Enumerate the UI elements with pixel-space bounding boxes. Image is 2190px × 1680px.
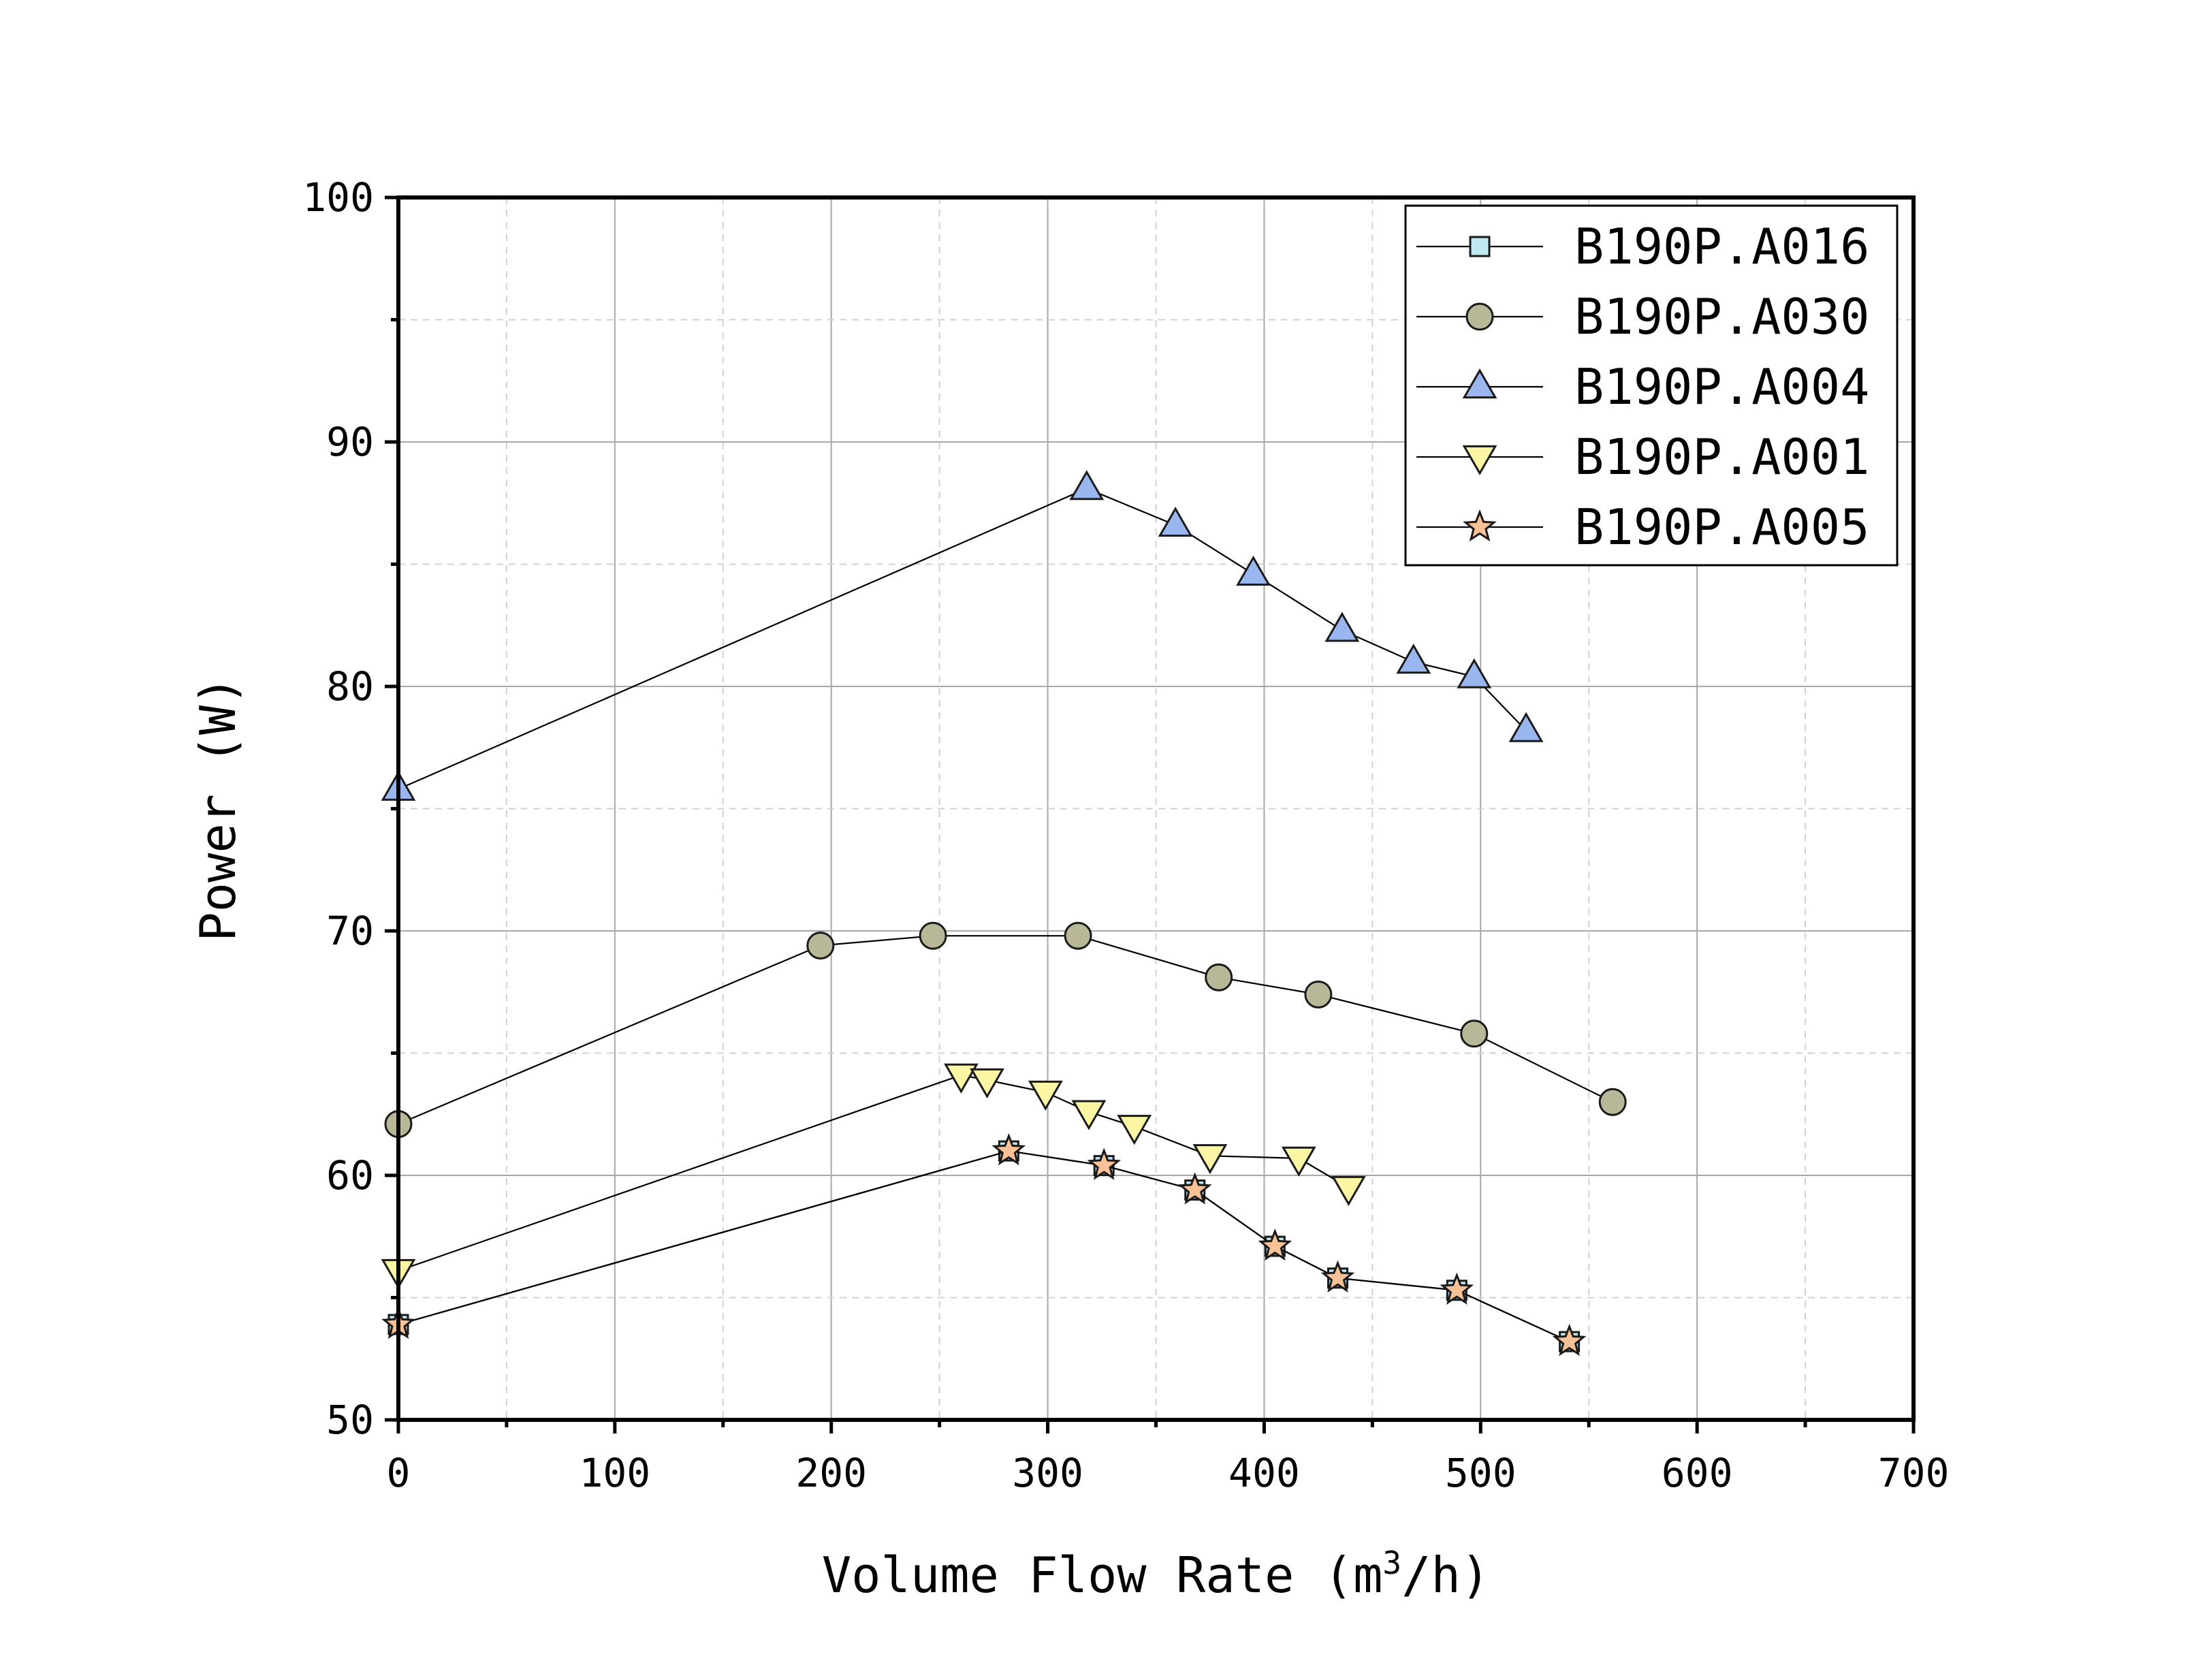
data-point-triangle-up bbox=[1508, 712, 1544, 742]
legend-marker-triangle-up bbox=[1462, 368, 1497, 399]
x-axis-title: Volume Flow Rate (m3/h) bbox=[822, 1544, 1490, 1604]
data-point-triangle-down bbox=[1028, 1080, 1063, 1111]
series-B190P.A030 bbox=[384, 921, 1627, 1139]
data-point-triangle-down bbox=[1331, 1175, 1366, 1206]
legend-entry: B190P.A016 bbox=[1416, 218, 1869, 275]
legend-entry: B190P.A004 bbox=[1416, 358, 1869, 415]
x-axis-title-main: Volume Flow Rate (m bbox=[822, 1547, 1383, 1604]
x-tick-label: 300 bbox=[1012, 1450, 1083, 1496]
legend-label: B190P.A016 bbox=[1574, 218, 1869, 275]
data-point-triangle-up bbox=[1457, 658, 1492, 688]
data-point-star bbox=[1552, 1323, 1587, 1357]
data-point-circle bbox=[919, 921, 947, 950]
data-point-triangle-up bbox=[1236, 555, 1271, 586]
series-B190P.A016 bbox=[387, 1140, 1581, 1352]
series-B190P.A004 bbox=[381, 470, 1544, 801]
data-point-star bbox=[1087, 1147, 1122, 1180]
y-tick-label: 100 bbox=[302, 174, 374, 221]
data-point-circle bbox=[1205, 963, 1233, 992]
x-tick-label: 500 bbox=[1445, 1450, 1517, 1496]
axis-ticks bbox=[385, 195, 1916, 1433]
y-tick-labels: 50 60 70 80 90 100 bbox=[302, 174, 374, 1443]
x-tick-label: 600 bbox=[1662, 1450, 1733, 1496]
data-point-circle bbox=[1304, 980, 1333, 1009]
data-point-star bbox=[1177, 1172, 1212, 1205]
data-point-circle bbox=[806, 932, 835, 960]
legend-label: B190P.A030 bbox=[1574, 288, 1869, 345]
data-point-triangle-down bbox=[1117, 1115, 1152, 1145]
y-axis-title: Power (W) bbox=[189, 676, 247, 941]
data-point-triangle-down bbox=[944, 1063, 979, 1094]
data-point-triangle-down bbox=[1192, 1144, 1228, 1175]
data-point-circle bbox=[1598, 1088, 1627, 1116]
series-layer bbox=[381, 470, 1627, 1357]
legend-entry: B190P.A005 bbox=[1416, 498, 1869, 556]
series-line bbox=[398, 1150, 1570, 1343]
data-point-star bbox=[991, 1132, 1026, 1166]
data-point-star bbox=[1440, 1272, 1474, 1305]
legend-marker-square bbox=[1469, 236, 1491, 257]
series-line bbox=[398, 1074, 1349, 1272]
data-point-circle bbox=[1460, 1019, 1489, 1048]
series-line bbox=[398, 935, 1613, 1125]
legend-label: B190P.A004 bbox=[1574, 358, 1869, 415]
y-tick-label: 50 bbox=[326, 1397, 374, 1443]
data-point-triangle-up bbox=[1069, 470, 1105, 501]
legend-entry: B190P.A001 bbox=[1416, 428, 1869, 486]
legend-marker-star bbox=[1463, 509, 1497, 542]
y-tick-label: 80 bbox=[326, 663, 374, 710]
y-tick-label: 70 bbox=[326, 908, 374, 954]
data-point-triangle-down bbox=[970, 1068, 1004, 1098]
data-point-triangle-up bbox=[1158, 507, 1193, 537]
data-point-triangle-down bbox=[1071, 1100, 1107, 1130]
x-axis-title-superscript: 3 bbox=[1382, 1544, 1401, 1581]
legend-label: B190P.A001 bbox=[1574, 428, 1869, 486]
x-axis-title-suffix: /h) bbox=[1401, 1547, 1490, 1604]
legend-label: B190P.A005 bbox=[1574, 498, 1869, 556]
data-point-triangle-down bbox=[1281, 1146, 1316, 1177]
data-point-triangle-up bbox=[1396, 644, 1431, 674]
legend: B190P.A016 B190P.A030 B190P.A004 B190P.A001… bbox=[1404, 204, 1899, 567]
x-tick-label: 700 bbox=[1878, 1450, 1950, 1496]
x-tick-label: 0 bbox=[387, 1450, 411, 1496]
x-tick-label: 200 bbox=[795, 1450, 867, 1496]
series-line bbox=[398, 1150, 1570, 1343]
y-tick-label: 60 bbox=[326, 1152, 374, 1199]
x-tick-label: 100 bbox=[579, 1450, 650, 1496]
series-line bbox=[398, 488, 1527, 790]
legend-entry: B190P.A030 bbox=[1416, 288, 1869, 345]
data-point-star bbox=[1320, 1260, 1355, 1293]
data-point-circle bbox=[1064, 921, 1092, 950]
legend-marker-triangle-down bbox=[1462, 445, 1497, 476]
series-B190P.A001 bbox=[381, 1063, 1366, 1290]
data-point-star bbox=[1258, 1228, 1292, 1261]
series-B190P.A005 bbox=[381, 1132, 1587, 1357]
y-tick-label: 90 bbox=[326, 419, 374, 465]
x-tick-label: 400 bbox=[1228, 1450, 1300, 1496]
legend-marker-circle bbox=[1465, 302, 1494, 331]
data-point-triangle-up bbox=[1324, 612, 1360, 642]
x-tick-labels: 0 100 200 300 400 500 600 700 bbox=[387, 1450, 1950, 1496]
